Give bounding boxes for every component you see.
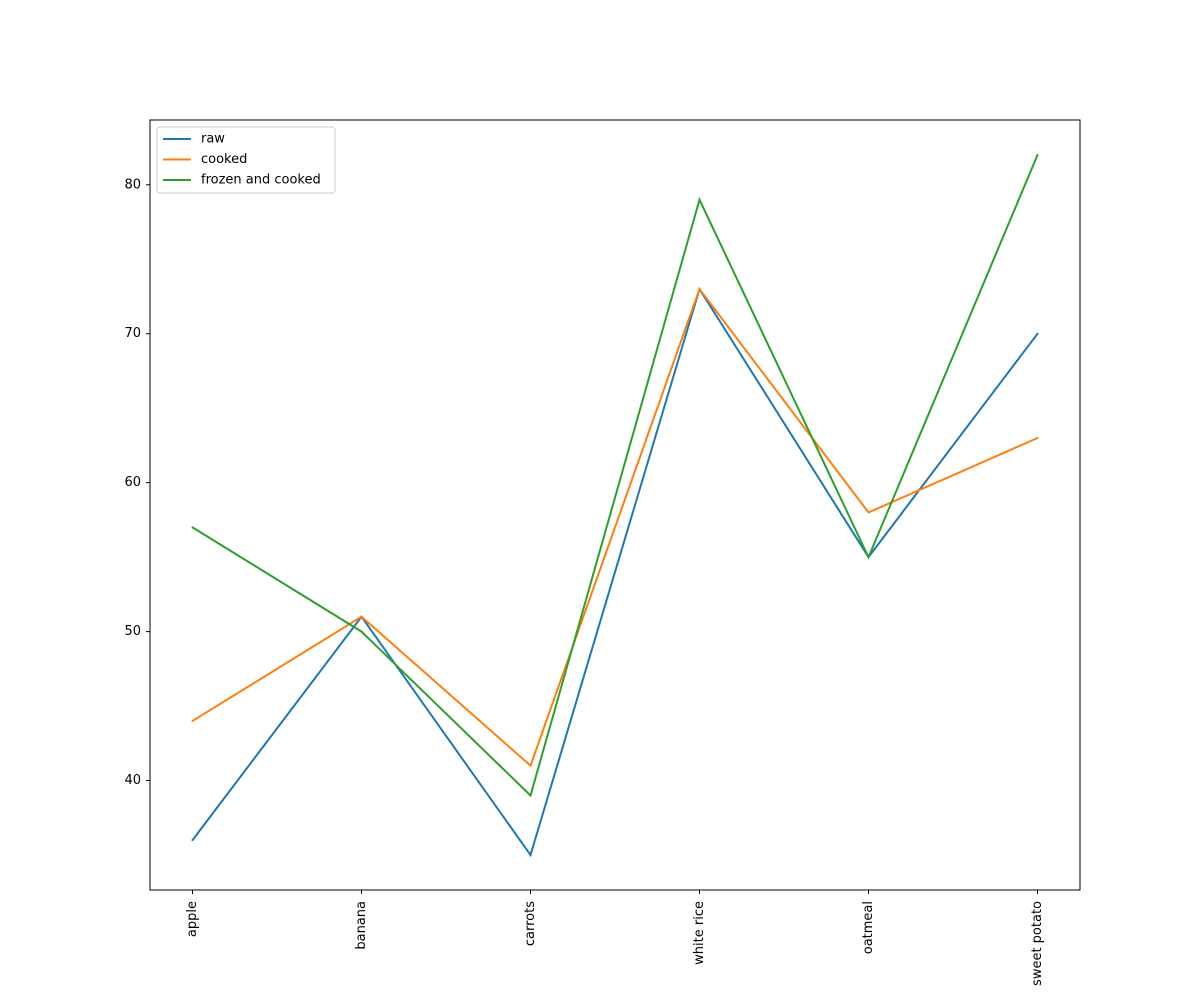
x-tick-label: banana — [354, 901, 369, 950]
series-line — [191, 286, 1039, 858]
data-point — [867, 511, 870, 514]
legend-item: cooked — [163, 152, 247, 167]
data-point — [360, 615, 363, 618]
y-tick-label: 40 — [124, 773, 141, 788]
legend-label: frozen and cooked — [201, 173, 321, 188]
legend: raw cooked frozen and cooked — [156, 126, 336, 194]
x-tick-label: carrots — [523, 901, 538, 946]
data-point — [191, 526, 194, 529]
data-point — [360, 630, 363, 633]
data-point — [529, 794, 532, 797]
y-tick-label: 80 — [124, 177, 141, 192]
y-tick-label: 60 — [124, 475, 141, 490]
plot-area-frame — [149, 119, 1081, 891]
data-point — [1036, 332, 1039, 335]
x-tick-label: white rice — [692, 901, 707, 965]
data-point — [1036, 436, 1039, 439]
x-axis: apple banana carrots white rice oatmeal sweet… — [185, 890, 1045, 986]
series-2 — [191, 286, 1039, 768]
data-point — [698, 198, 701, 201]
data-point — [529, 764, 532, 767]
legend-item: frozen and cooked — [163, 173, 321, 188]
x-tick-label: sweet potato — [1030, 901, 1045, 986]
legend-label: raw — [201, 132, 225, 147]
series-layer — [191, 154, 1039, 858]
x-tick-label: oatmeal — [861, 901, 876, 954]
y-axis: 40 50 60 70 80 — [124, 177, 150, 788]
data-point — [698, 288, 701, 291]
legend-box — [156, 126, 336, 194]
x-tick-label: apple — [185, 901, 200, 937]
data-point — [191, 839, 194, 842]
data-point — [867, 556, 870, 559]
series-line — [191, 286, 1038, 768]
series-line — [191, 154, 1039, 798]
legend-item: raw — [163, 132, 225, 147]
data-point — [1036, 154, 1039, 156]
legend-label: cooked — [201, 152, 247, 167]
y-tick-label: 70 — [124, 326, 141, 341]
y-tick-label: 50 — [124, 624, 141, 639]
series-3 — [191, 154, 1039, 798]
data-point — [529, 854, 532, 856]
data-point — [191, 719, 194, 722]
